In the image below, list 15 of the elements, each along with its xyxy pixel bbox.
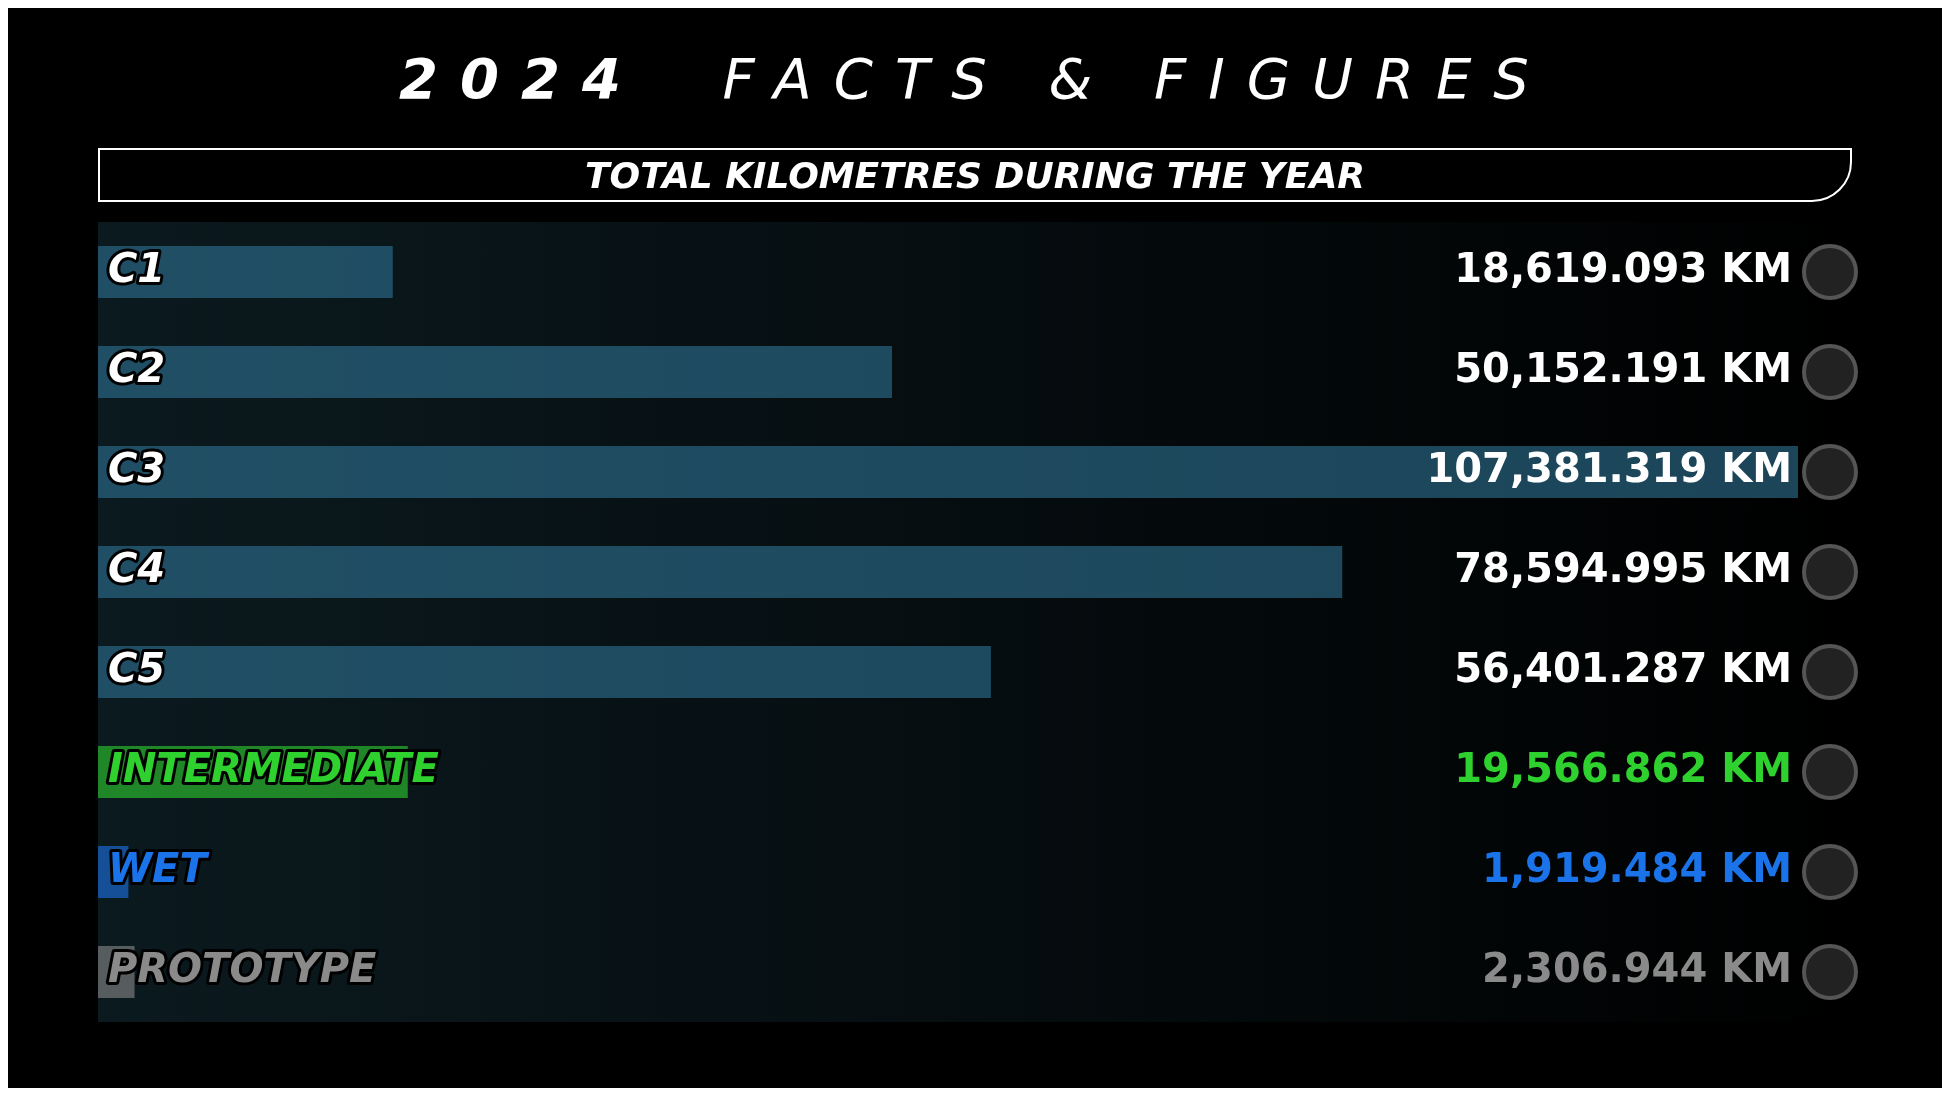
y-tick-label: C2 [108, 345, 166, 392]
data-label: 19,566.862 KM [1454, 745, 1792, 792]
y-tick-label: C3 [108, 445, 166, 492]
data-label: 78,594.995 KM [1454, 545, 1792, 592]
data-label: 56,401.287 KM [1454, 645, 1792, 692]
y-tick-label: C1 [108, 245, 166, 292]
data-label: 107,381.319 KM [1426, 445, 1792, 492]
chart-title: 2024 FACTS & FIGURES [399, 45, 1551, 111]
y-tick-label: C5 [108, 645, 166, 692]
data-label: 50,152.191 KM [1454, 345, 1792, 392]
data-label: 18,619.093 KM [1454, 245, 1792, 292]
chart-subtitle: TOTAL KILOMETRES DURING THE YEAR [98, 148, 1852, 202]
data-label: 2,306.944 KM [1482, 945, 1792, 992]
data-label: 1,919.484 KM [1482, 845, 1792, 892]
y-tick-label: C4 [108, 545, 166, 592]
